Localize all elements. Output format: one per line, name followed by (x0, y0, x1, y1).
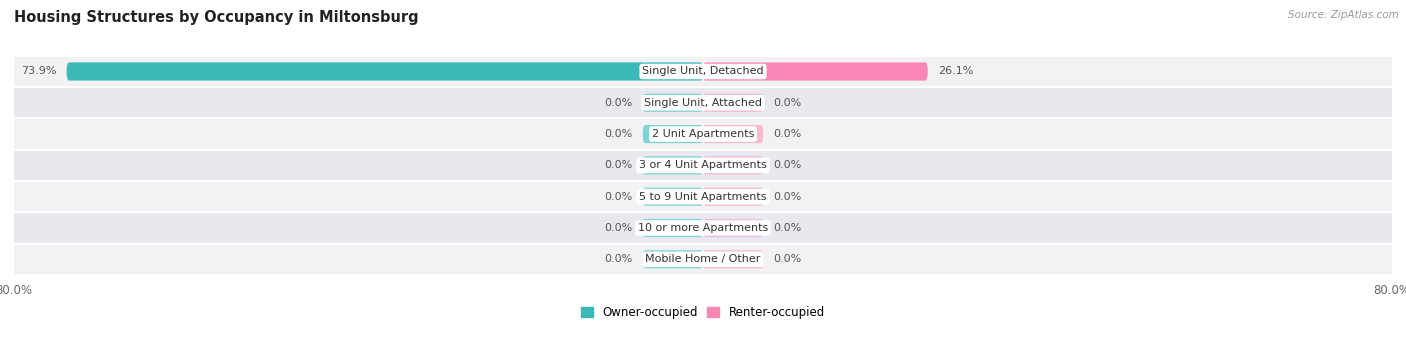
Text: 0.0%: 0.0% (773, 223, 801, 233)
Bar (14, 212, 1392, 243)
Text: 0.0%: 0.0% (773, 160, 801, 170)
Text: 5 to 9 Unit Apartments: 5 to 9 Unit Apartments (640, 192, 766, 202)
Text: Single Unit, Detached: Single Unit, Detached (643, 66, 763, 76)
FancyBboxPatch shape (643, 94, 703, 112)
Bar (14, 56, 1392, 87)
FancyBboxPatch shape (66, 62, 703, 80)
FancyBboxPatch shape (643, 156, 703, 175)
Bar (14, 181, 1392, 212)
FancyBboxPatch shape (703, 219, 763, 237)
FancyBboxPatch shape (643, 250, 703, 268)
Text: 0.0%: 0.0% (605, 192, 633, 202)
FancyBboxPatch shape (703, 156, 763, 175)
Text: 0.0%: 0.0% (605, 223, 633, 233)
Text: 0.0%: 0.0% (605, 254, 633, 264)
FancyBboxPatch shape (703, 250, 763, 268)
Bar (14, 150, 1392, 181)
FancyBboxPatch shape (643, 125, 703, 143)
Bar (14, 87, 1392, 118)
Bar (14, 243, 1392, 275)
FancyBboxPatch shape (703, 188, 763, 206)
Legend: Owner-occupied, Renter-occupied: Owner-occupied, Renter-occupied (576, 301, 830, 324)
Text: 0.0%: 0.0% (773, 254, 801, 264)
Text: 73.9%: 73.9% (21, 66, 56, 76)
Text: Mobile Home / Other: Mobile Home / Other (645, 254, 761, 264)
FancyBboxPatch shape (703, 125, 763, 143)
Text: 0.0%: 0.0% (773, 129, 801, 139)
FancyBboxPatch shape (703, 94, 763, 112)
Text: 10 or more Apartments: 10 or more Apartments (638, 223, 768, 233)
Text: 0.0%: 0.0% (605, 98, 633, 108)
FancyBboxPatch shape (643, 219, 703, 237)
Text: 0.0%: 0.0% (605, 129, 633, 139)
Text: 0.0%: 0.0% (773, 98, 801, 108)
Text: Source: ZipAtlas.com: Source: ZipAtlas.com (1288, 10, 1399, 20)
Text: 2 Unit Apartments: 2 Unit Apartments (652, 129, 754, 139)
Text: Single Unit, Attached: Single Unit, Attached (644, 98, 762, 108)
FancyBboxPatch shape (703, 62, 928, 80)
Text: Housing Structures by Occupancy in Miltonsburg: Housing Structures by Occupancy in Milto… (14, 10, 419, 25)
Bar (14, 118, 1392, 150)
Text: 0.0%: 0.0% (773, 192, 801, 202)
Text: 26.1%: 26.1% (938, 66, 973, 76)
Text: 0.0%: 0.0% (605, 160, 633, 170)
FancyBboxPatch shape (643, 188, 703, 206)
Text: 3 or 4 Unit Apartments: 3 or 4 Unit Apartments (640, 160, 766, 170)
